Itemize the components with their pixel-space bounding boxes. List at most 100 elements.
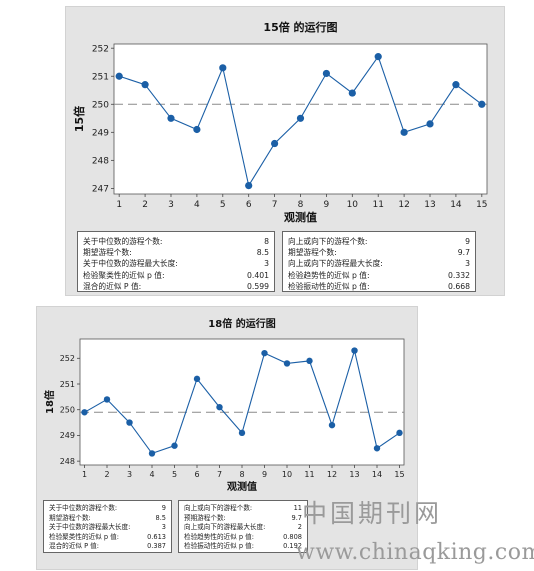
data-point bbox=[478, 100, 486, 108]
x-tick-label: 10 bbox=[282, 470, 292, 479]
stat-value: 0.332 bbox=[447, 270, 470, 280]
x-tick-label: 3 bbox=[127, 470, 132, 479]
y-tick-label: 250 bbox=[92, 100, 109, 110]
x-tick-label: 4 bbox=[194, 200, 200, 210]
stat-value: 3 bbox=[465, 259, 470, 269]
data-point bbox=[328, 421, 336, 429]
y-tick-label: 251 bbox=[60, 380, 75, 389]
x-tick-label: 15 bbox=[476, 200, 487, 210]
stat-value: 9 bbox=[161, 504, 166, 512]
x-tick-label: 8 bbox=[239, 470, 244, 479]
stat-label: 关于中位数的游程个数: bbox=[49, 504, 118, 512]
stat-value: 0.401 bbox=[246, 270, 269, 280]
stats-box-median-runs: 关于中位数的游程个数: 8 期望游程个数: 8.5 关于中位数的游程最大长度: 3 检验聚类… bbox=[77, 231, 275, 292]
stat-row: 检验振动性的近似 p 值: 0.192 bbox=[184, 542, 302, 552]
data-point bbox=[348, 89, 356, 97]
plot-area bbox=[79, 338, 405, 466]
x-tick-label: 11 bbox=[304, 470, 314, 479]
data-point bbox=[141, 81, 149, 89]
x-tick-label: 9 bbox=[262, 470, 267, 479]
data-point bbox=[261, 349, 268, 357]
stat-label: 检验趋势性的近似 p 值: bbox=[288, 270, 370, 280]
x-tick-label: 2 bbox=[142, 200, 148, 210]
data-point bbox=[219, 64, 227, 72]
y-tick-label: 249 bbox=[60, 431, 75, 440]
stat-row: 期望游程个数: 8.5 bbox=[83, 247, 269, 258]
stat-label: 向上或向下的游程个数: bbox=[184, 504, 253, 512]
data-point bbox=[148, 450, 156, 457]
data-point bbox=[283, 360, 291, 367]
chart-title: 15倍 的运行图 bbox=[263, 20, 337, 34]
stat-label: 检验振动性的近似 p 值: bbox=[184, 542, 254, 551]
y-axis-label: 18倍 bbox=[43, 390, 56, 414]
x-tick-label: 5 bbox=[220, 200, 226, 210]
y-tick-label: 247 bbox=[92, 185, 109, 195]
x-tick-label: 7 bbox=[272, 200, 278, 210]
stat-label: 期望游程个数: bbox=[83, 248, 132, 258]
data-point bbox=[167, 114, 175, 122]
x-tick-label: 11 bbox=[372, 200, 383, 210]
y-tick-label: 252 bbox=[92, 44, 109, 54]
run-chart-panel-18x: 18倍 的运行图 248 249 250 251 252 1 2 3 4 5 6 7 8 9 10 11 12 13… bbox=[36, 306, 418, 570]
y-tick-label: 251 bbox=[92, 72, 109, 82]
chart-title: 18倍 的运行图 bbox=[208, 317, 275, 330]
stat-row: 检验聚类性的近似 p 值: 0.401 bbox=[83, 270, 269, 281]
x-tick-label: 12 bbox=[327, 470, 337, 479]
data-point bbox=[193, 375, 201, 383]
stat-value: 11 bbox=[293, 504, 302, 512]
stat-value: 3 bbox=[264, 259, 269, 269]
stat-row: 关于中位数的游程个数: 9 bbox=[49, 504, 166, 514]
stat-row: 期望游程个数: 8.5 bbox=[49, 514, 166, 524]
stat-row: 关于中位数的游程个数: 8 bbox=[83, 236, 269, 247]
x-tick-label: 6 bbox=[194, 470, 199, 479]
data-point bbox=[270, 139, 279, 148]
stat-value: 2 bbox=[297, 523, 302, 532]
data-point bbox=[216, 403, 223, 411]
stat-row: 检验振动性的近似 p 值: 0.668 bbox=[288, 281, 470, 292]
y-tick-label: 252 bbox=[60, 354, 75, 363]
x-tick-label: 14 bbox=[372, 470, 382, 479]
run-chart-panel-15x: 15倍 的运行图 247 248 249 250 251 252 1 2 3 4 5 6 7 8 9 10 11 1… bbox=[65, 6, 505, 296]
x-tick-label: 14 bbox=[450, 200, 462, 210]
x-tick-label: 3 bbox=[168, 200, 174, 210]
data-point bbox=[126, 419, 133, 426]
stats-box-up-down-runs: 向上或向下的游程个数: 11 预期游程个数: 9.7 向上或向下的游程最大长度: 2 检验趋… bbox=[178, 500, 308, 553]
data-point bbox=[81, 409, 88, 416]
stat-row: 期望游程个数: 9.7 bbox=[288, 247, 470, 258]
stat-row: 向上或向下的游程最大长度: 2 bbox=[184, 523, 302, 533]
stats-box-median-runs: 关于中位数的游程个数: 9 期望游程个数: 8.5 关于中位数的游程最大长度: 3 检验聚类… bbox=[43, 500, 172, 553]
stat-label: 预期游程个数: bbox=[184, 513, 226, 522]
data-point bbox=[400, 128, 408, 136]
y-tick-label: 250 bbox=[60, 406, 75, 415]
stat-value: 0.192 bbox=[283, 542, 302, 551]
stat-label: 检验振动性的近似 p 值: bbox=[288, 281, 370, 291]
data-point bbox=[245, 181, 253, 190]
stat-label: 期望游程个数: bbox=[288, 248, 337, 258]
stats-box-up-down-runs: 向上或向下的游程个数: 9 期望游程个数: 9.7 向上或向下的游程最大长度: 3 检验趋势… bbox=[282, 231, 476, 292]
data-point bbox=[115, 72, 123, 80]
stat-row: 关于中位数的游程最大长度: 3 bbox=[49, 523, 166, 533]
stat-value: 9.7 bbox=[457, 248, 470, 258]
data-point bbox=[306, 357, 313, 365]
stat-value: 0.613 bbox=[147, 532, 166, 541]
x-tick-label: 8 bbox=[298, 200, 304, 210]
stat-label: 混合的近似 P 值: bbox=[83, 281, 142, 291]
y-tick-label: 248 bbox=[60, 457, 75, 466]
data-point bbox=[238, 429, 246, 437]
stat-label: 检验聚类性的近似 p 值: bbox=[49, 532, 119, 541]
y-tick-label: 248 bbox=[92, 157, 109, 167]
stat-value: 8.5 bbox=[256, 248, 269, 258]
stat-label: 期望游程个数: bbox=[49, 513, 91, 522]
x-tick-label: 6 bbox=[246, 200, 252, 210]
stat-row: 检验趋势性的近似 p 值: 0.332 bbox=[288, 270, 470, 281]
x-axis-label: 观测值 bbox=[227, 480, 257, 493]
y-tick-label: 249 bbox=[92, 128, 109, 138]
stat-label: 向上或向下的游程个数: bbox=[288, 237, 368, 246]
stat-label: 关于中位数的游程个数: bbox=[83, 237, 163, 246]
stat-label: 关于中位数的游程最大长度: bbox=[83, 259, 178, 269]
stat-row: 检验聚类性的近似 p 值: 0.613 bbox=[49, 533, 166, 543]
data-point bbox=[103, 396, 111, 403]
data-point bbox=[171, 442, 178, 449]
x-tick-label: 7 bbox=[217, 470, 222, 479]
